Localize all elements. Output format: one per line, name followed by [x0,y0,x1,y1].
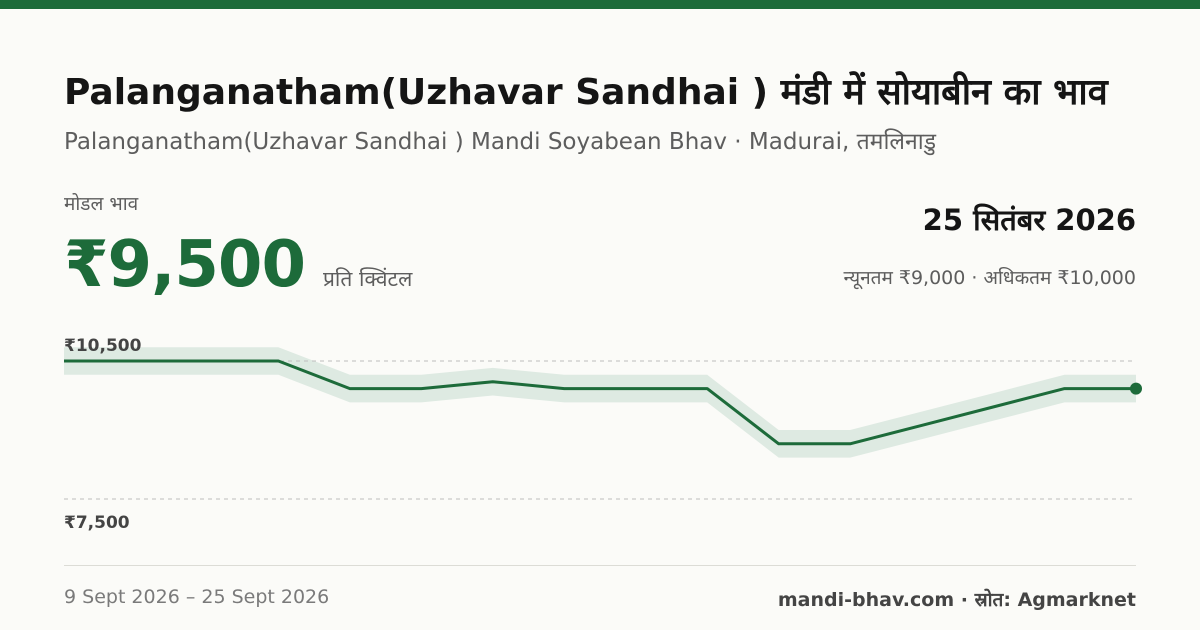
price-range: न्यूनतम ₹9,000 · अधिकतम ₹10,000 [843,267,1136,289]
latest-price-point [1130,382,1142,395]
price-row: ₹9,500 प्रति क्विंटल [64,228,412,302]
footer-date-range: 9 Sept 2026 – 25 Sept 2026 [64,586,330,608]
price-range-band [64,347,1136,458]
footer-source: mandi-bhav.com · स्रोत: Agmarknet [777,589,1136,611]
top-accent-bar [0,0,1200,9]
footer-divider [64,565,1136,566]
y-tick-label-0: ₹10,500 [64,336,142,356]
price-line [64,359,1136,446]
page-subtitle: Palanganatham(Uzhavar Sandhai ) Mandi So… [64,129,937,155]
y-tick-label-1: ₹7,500 [64,513,130,533]
modal-price-value: ₹9,500 [64,228,306,302]
price-trend-chart: ₹10,500 ₹7,500 [64,336,1142,533]
modal-price-label: मोडल भाव [64,193,139,215]
page-title: Palanganatham(Uzhavar Sandhai ) मंडी में… [64,72,1108,113]
price-unit: प्रति क्विंटल [322,267,413,291]
report-date: 25 सितंबर 2026 [922,203,1136,237]
